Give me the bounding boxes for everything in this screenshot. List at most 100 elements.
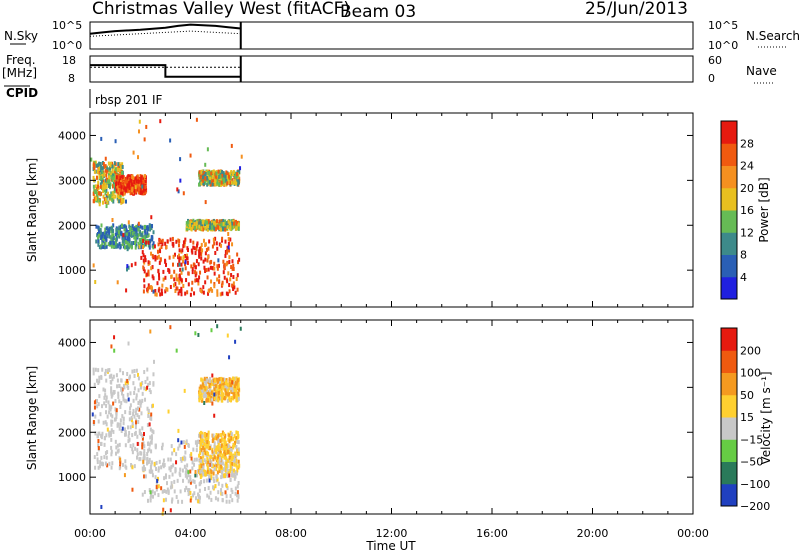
freq-left-bottom-tick: 8	[68, 72, 75, 85]
data-cell	[106, 450, 109, 455]
data-cell	[99, 412, 102, 417]
data-cell	[110, 386, 113, 391]
data-cell	[196, 473, 199, 478]
data-cell	[94, 189, 97, 194]
data-cell	[172, 463, 175, 468]
data-cell	[237, 451, 240, 456]
data-cell	[108, 374, 111, 379]
data-cell	[237, 459, 240, 464]
data-cell	[123, 432, 126, 437]
data-cell	[163, 489, 166, 494]
data-cell	[124, 231, 127, 236]
data-cell	[127, 182, 130, 187]
data-cell	[203, 265, 206, 270]
data-cell	[165, 489, 168, 494]
data-cell	[195, 221, 198, 226]
data-cell	[141, 492, 144, 497]
data-cell	[215, 394, 218, 399]
data-cell	[218, 279, 221, 284]
data-cell	[195, 457, 198, 462]
data-cell	[137, 186, 140, 191]
data-cell	[195, 484, 198, 489]
data-cell	[138, 237, 141, 242]
data-cell	[198, 499, 201, 504]
data-cell	[139, 382, 142, 387]
data-cell	[101, 166, 104, 171]
data-cell	[198, 482, 201, 487]
data-cell	[153, 491, 156, 496]
data-cell	[149, 498, 152, 503]
data-cell-isolated	[94, 280, 97, 285]
data-cell	[142, 265, 145, 270]
data-cell	[99, 199, 102, 204]
nsearch-label: N.Search	[746, 29, 800, 43]
ytick-label: 1000	[58, 264, 86, 277]
data-cell	[110, 452, 113, 457]
data-cell	[103, 172, 106, 177]
data-cell-isolated	[225, 483, 228, 488]
data-cell	[161, 489, 164, 494]
data-cell	[116, 244, 119, 249]
data-cell	[215, 171, 218, 176]
data-cell	[110, 445, 113, 450]
data-cell	[204, 379, 207, 384]
data-cell	[218, 463, 221, 468]
data-cell	[100, 441, 103, 446]
data-cell	[199, 270, 202, 275]
data-cell-isolated	[200, 459, 203, 464]
data-cell	[211, 288, 214, 293]
data-cell	[192, 493, 195, 498]
colorbar-swatch	[721, 417, 737, 440]
data-cell	[210, 220, 213, 225]
data-cell	[154, 289, 157, 294]
data-cell	[203, 226, 206, 231]
data-cell	[97, 225, 100, 230]
data-cell	[187, 442, 190, 447]
data-cell-isolated	[126, 267, 129, 272]
data-cell-isolated	[239, 166, 242, 171]
data-cell	[128, 430, 131, 435]
data-cell	[167, 490, 170, 495]
data-cell	[157, 493, 160, 498]
data-cell	[104, 461, 107, 466]
data-cell	[144, 255, 147, 260]
data-cell	[175, 494, 178, 499]
data-cell	[102, 420, 105, 425]
data-cell	[224, 239, 227, 244]
data-cell	[184, 291, 187, 296]
data-cell	[133, 232, 136, 237]
data-cell-isolated	[121, 426, 124, 431]
data-cell	[180, 270, 183, 275]
data-cell	[129, 425, 132, 430]
data-cell	[104, 182, 107, 187]
data-cell	[119, 166, 122, 171]
colorbar-swatch	[721, 232, 737, 255]
data-cell	[224, 253, 227, 258]
data-cell-isolated	[206, 147, 209, 152]
data-cell	[124, 245, 127, 250]
data-cell	[105, 244, 108, 249]
data-cell	[104, 368, 107, 373]
data-cell	[115, 237, 118, 242]
data-cell	[200, 448, 203, 453]
data-cell	[184, 266, 187, 271]
data-cell	[100, 176, 103, 181]
data-cell	[211, 225, 214, 230]
data-cell	[130, 179, 133, 184]
data-cell	[94, 465, 97, 470]
data-cell	[195, 224, 198, 229]
data-cell	[236, 221, 239, 226]
data-cell	[128, 240, 131, 245]
data-cell	[216, 173, 219, 178]
data-cell	[218, 182, 221, 187]
data-cell	[114, 194, 117, 199]
data-cell-isolated	[113, 348, 116, 353]
data-cell	[207, 254, 210, 259]
data-cell	[220, 491, 223, 496]
data-cell	[236, 182, 239, 187]
data-cell	[169, 468, 172, 473]
data-cell-isolated	[226, 333, 229, 338]
data-cell	[115, 415, 118, 420]
data-cell	[201, 434, 204, 439]
